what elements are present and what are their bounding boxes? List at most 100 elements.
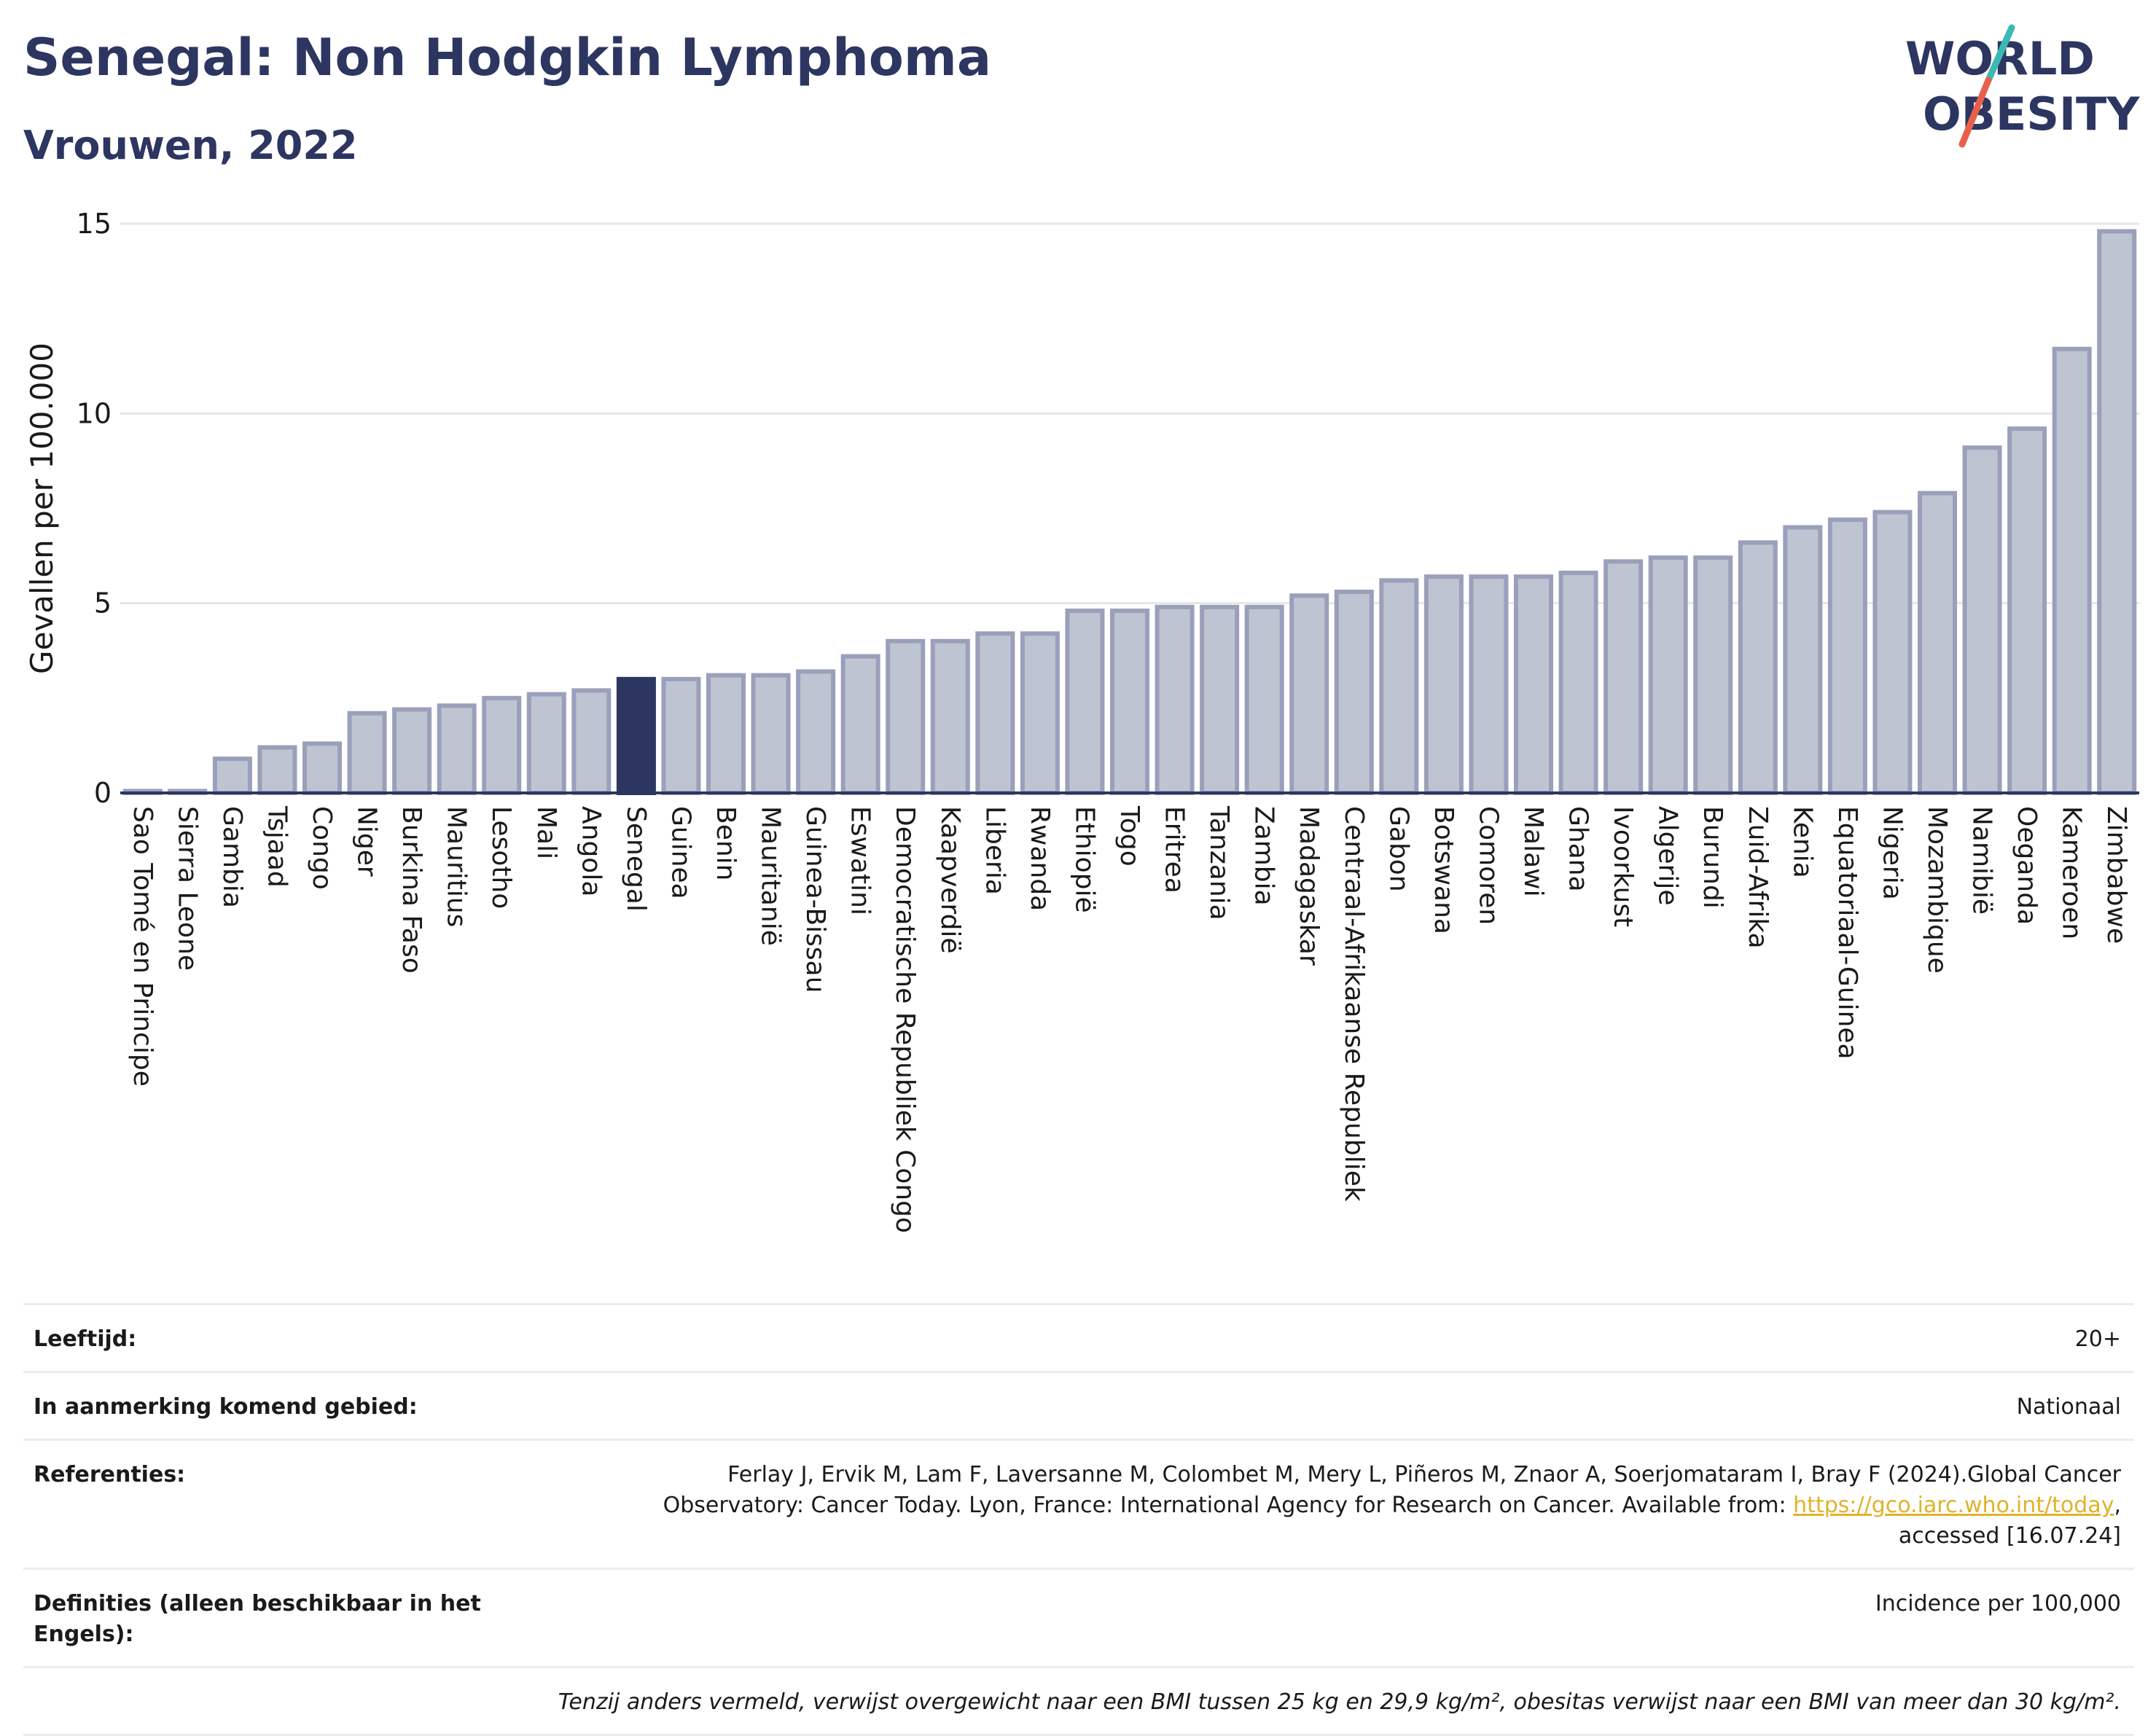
bar (1917, 490, 1958, 795)
definitions-label: Definities (alleen beschikbaar in het En… (34, 1591, 481, 1647)
bar (347, 711, 387, 795)
logo-slash-teal (1985, 24, 2015, 84)
area-label: In aanmerking komend gebied: (34, 1394, 418, 1420)
footer-row-references: Referenties: Ferlay J, Ervik M, Lam F, L… (23, 1439, 2134, 1568)
x-tick-label: Togo (1114, 805, 1144, 867)
bar (1020, 631, 1060, 795)
bar (2097, 229, 2137, 796)
bar (1872, 509, 1913, 795)
bar (886, 638, 926, 795)
footer-row-age: Leeftijd: 20+ (23, 1303, 2134, 1371)
bar (1783, 525, 1823, 795)
reference-text-4: accessed [16.07.24] (1898, 1523, 2121, 1549)
x-tick-label: Malawi (1518, 806, 1548, 897)
x-tick-labels: Sao Tomé en Principe Sierra Leone Gambia Ts… (128, 805, 2131, 1233)
bar (1648, 555, 1688, 795)
footer-row-definitions: Definities (alleen beschikbaar in het En… (23, 1568, 2134, 1666)
footer-note-row: Tenzij anders vermeld, verwijst overgewi… (23, 1666, 2134, 1736)
bar (796, 669, 836, 795)
age-value: 20+ (2074, 1326, 2121, 1352)
x-tick-label: Tanzania (1204, 805, 1234, 920)
chart-footer: Leeftijd: 20+ In aanmerking komend gebie… (23, 1303, 2134, 1736)
reference-text-1: Ferlay J, Ervik M, Lam F, Laversanne M, … (727, 1462, 2121, 1487)
x-tick-label: Rwanda (1025, 806, 1055, 911)
page-title: Senegal: Non Hodgkin Lymphoma (23, 28, 992, 87)
x-tick-label: Zimbabwe (2101, 806, 2131, 944)
bar (2052, 346, 2092, 795)
bar (212, 756, 252, 796)
bar (257, 745, 297, 796)
x-tick-label: Eritrea (1160, 806, 1190, 894)
bar (392, 707, 432, 795)
bar (1379, 578, 1419, 796)
bar-chart: Sao Tomé en Principe Sierra Leone Gambia Ts… (24, 208, 2139, 1233)
y-tick-label: 10 (77, 397, 112, 429)
x-tick-label: Comoren (1473, 806, 1503, 925)
bar (1558, 571, 1598, 795)
x-tick-label: Benin (711, 806, 741, 880)
reference-link[interactable]: https://gco.iarc.who.int/today (1793, 1493, 2114, 1518)
bar (571, 688, 612, 795)
x-tick-label: Senegal (621, 806, 651, 912)
bar (1155, 604, 1195, 796)
x-tick-label: Guinea (665, 806, 695, 899)
x-tick-label: Mozambique (1922, 806, 1952, 974)
references-label: Referenties: (34, 1462, 186, 1487)
x-tick-label: Oeganda (2012, 806, 2042, 925)
bar (1289, 593, 1329, 796)
bar (2007, 426, 2047, 795)
bar (706, 673, 746, 795)
y-tick-label: 15 (77, 208, 112, 240)
x-tick-label: Kaapverdië (935, 806, 965, 954)
x-tick-label: Lesotho (486, 806, 516, 909)
bar (482, 695, 522, 795)
bar (1469, 574, 1509, 795)
x-tick-label: Centraal-Afrikaanse Republiek (1339, 806, 1369, 1202)
bar (975, 631, 1015, 795)
bar-layer (120, 229, 2139, 796)
x-tick-label: Democratische Republiek Congo (890, 806, 920, 1233)
x-tick-label: Equatoriaal-Guinea (1832, 806, 1862, 1060)
age-label: Leeftijd: (34, 1326, 137, 1352)
x-tick-label: Liberia (980, 806, 1009, 895)
bar (1738, 540, 1778, 795)
bar (751, 673, 791, 795)
bar (1109, 609, 1150, 796)
x-tick-label: Sierra Leone (172, 806, 202, 971)
x-tick-label: Eswatini (845, 806, 875, 915)
x-tick-label: Kameroen (2057, 806, 2087, 939)
bar (526, 692, 566, 795)
references-value: Ferlay J, Ervik M, Lam F, Laversanne M, … (663, 1460, 2121, 1552)
x-tick-label: Niger (352, 806, 382, 877)
bar (840, 654, 880, 795)
x-tick-label: Madagaskar (1294, 806, 1324, 966)
x-tick-label: Mauritanië (756, 806, 786, 946)
x-tick-label: Congo (307, 806, 337, 890)
bar (1244, 604, 1284, 796)
x-tick-label: Tsjaad (262, 805, 292, 888)
reference-text-2: Observatory: Cancer Today. Lyon, France:… (663, 1493, 1794, 1518)
x-tick-label: Sao Tomé en Principe (128, 806, 157, 1087)
x-tick-label: Zambia (1249, 806, 1279, 906)
bar (1962, 445, 2002, 795)
bar (437, 703, 477, 795)
area-value: Nationaal (2016, 1394, 2121, 1420)
logo-slash-red (1958, 77, 1992, 148)
footer-row-area: In aanmerking komend gebied: Nationaal (23, 1371, 2134, 1439)
y-tick-label: 5 (94, 587, 112, 619)
bar (1604, 559, 1644, 795)
y-tick-labels: 0 5 10 15 (77, 208, 112, 809)
bar (1423, 574, 1464, 795)
x-tick-label: Burundi (1698, 806, 1727, 909)
x-tick-label: Algerije (1653, 806, 1683, 906)
reference-text-3: , (2114, 1493, 2121, 1518)
x-tick-label: Kenia (1787, 806, 1817, 878)
x-tick-label: Ethiopië (1069, 806, 1099, 913)
bar (1513, 574, 1554, 795)
bar (1693, 555, 1733, 795)
bar (302, 741, 343, 796)
y-axis-label: Gevallen per 100.000 (24, 343, 60, 674)
logo-line2: OBESITY (1923, 87, 2140, 141)
bar (1334, 590, 1374, 796)
bar (616, 676, 656, 795)
